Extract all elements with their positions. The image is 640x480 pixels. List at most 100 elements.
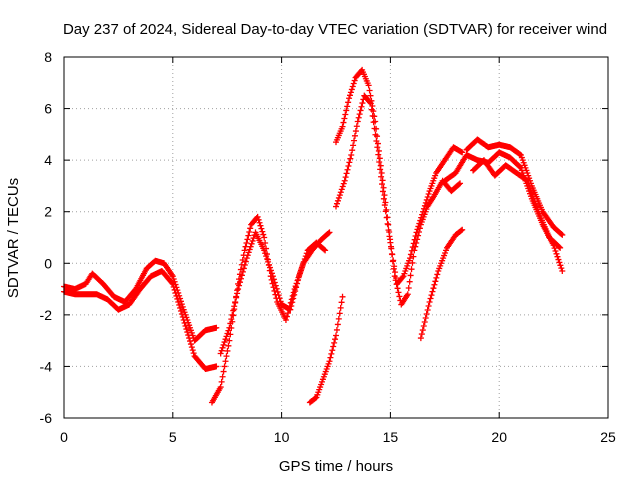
data-point xyxy=(265,258,272,265)
data-point xyxy=(351,77,358,84)
data-point xyxy=(347,155,354,162)
data-point xyxy=(349,83,356,90)
data-point xyxy=(221,339,228,346)
data-point xyxy=(388,245,395,252)
data-point xyxy=(184,329,191,336)
data-point xyxy=(283,313,290,320)
data-point xyxy=(434,271,441,278)
data-point xyxy=(337,304,344,311)
data-point xyxy=(344,166,351,173)
plot-frame xyxy=(63,56,609,419)
data-point xyxy=(366,99,373,106)
data-point xyxy=(223,353,230,360)
data-point xyxy=(339,183,346,190)
data-point xyxy=(327,354,334,361)
data-point xyxy=(343,107,350,114)
data-point xyxy=(420,208,427,215)
data-point xyxy=(222,336,229,343)
data-point xyxy=(376,158,383,165)
data-point xyxy=(256,219,263,226)
series-trace-11 xyxy=(470,157,564,251)
data-point xyxy=(378,173,385,180)
series-trace-2 xyxy=(61,257,220,344)
data-point xyxy=(229,311,236,318)
data-point xyxy=(330,343,337,350)
data-point xyxy=(177,307,184,314)
data-point xyxy=(174,287,181,294)
data-point xyxy=(429,288,436,295)
data-point xyxy=(287,306,294,313)
data-point xyxy=(220,341,227,348)
data-point xyxy=(380,195,387,202)
data-point xyxy=(558,265,565,272)
data-point xyxy=(239,268,246,275)
data-point xyxy=(343,170,350,177)
data-point xyxy=(289,299,296,306)
data-point xyxy=(292,288,299,295)
data-point xyxy=(358,103,365,110)
data-point xyxy=(326,229,333,236)
data-point xyxy=(226,324,233,331)
data-point xyxy=(245,232,252,239)
data-point xyxy=(335,315,342,322)
data-point xyxy=(325,230,332,237)
data-point xyxy=(359,100,366,107)
data-point xyxy=(385,227,392,234)
data-point xyxy=(329,347,336,354)
data-point xyxy=(277,298,284,305)
data-point xyxy=(228,316,235,323)
data-point xyxy=(267,267,274,274)
data-point xyxy=(381,202,388,209)
data-point xyxy=(189,347,196,354)
data-point xyxy=(235,286,242,293)
data-point xyxy=(339,123,346,130)
data-point xyxy=(433,274,440,281)
data-point xyxy=(559,268,566,275)
data-point xyxy=(257,222,264,229)
data-point xyxy=(350,142,357,149)
data-point xyxy=(237,279,244,286)
data-point xyxy=(389,251,396,258)
data-point xyxy=(457,180,464,187)
data-point xyxy=(354,118,361,125)
data-point xyxy=(428,292,435,299)
data-point xyxy=(347,89,354,96)
data-point xyxy=(414,226,421,233)
data-point xyxy=(430,285,437,292)
data-point xyxy=(425,191,432,198)
x-tick-label: 10 xyxy=(274,429,290,445)
data-point xyxy=(297,267,304,274)
series-trace-5 xyxy=(306,293,346,406)
data-point xyxy=(407,272,414,279)
data-point xyxy=(426,298,433,305)
data-point xyxy=(375,151,382,158)
data-point xyxy=(349,147,356,154)
data-point xyxy=(556,243,563,250)
data-point xyxy=(241,247,248,254)
data-point xyxy=(217,384,224,391)
data-point xyxy=(340,180,347,187)
data-point xyxy=(227,331,234,338)
data-point xyxy=(288,302,295,309)
data-point xyxy=(333,200,340,207)
data-point xyxy=(554,253,561,260)
data-point xyxy=(263,253,270,260)
data-point xyxy=(262,240,269,247)
data-point xyxy=(383,214,390,221)
data-point xyxy=(416,220,423,227)
data-point xyxy=(321,246,328,253)
data-point xyxy=(346,95,353,102)
data-point xyxy=(351,132,358,139)
data-point xyxy=(220,368,227,375)
y-tick-label: -6 xyxy=(40,410,53,426)
data-point xyxy=(341,115,348,122)
data-point xyxy=(432,278,439,285)
data-point xyxy=(335,194,342,201)
data-point xyxy=(179,303,186,310)
data-point xyxy=(188,344,195,351)
data-point xyxy=(345,163,352,170)
data-point xyxy=(417,335,424,342)
data-point xyxy=(422,199,429,206)
data-point xyxy=(177,298,184,305)
